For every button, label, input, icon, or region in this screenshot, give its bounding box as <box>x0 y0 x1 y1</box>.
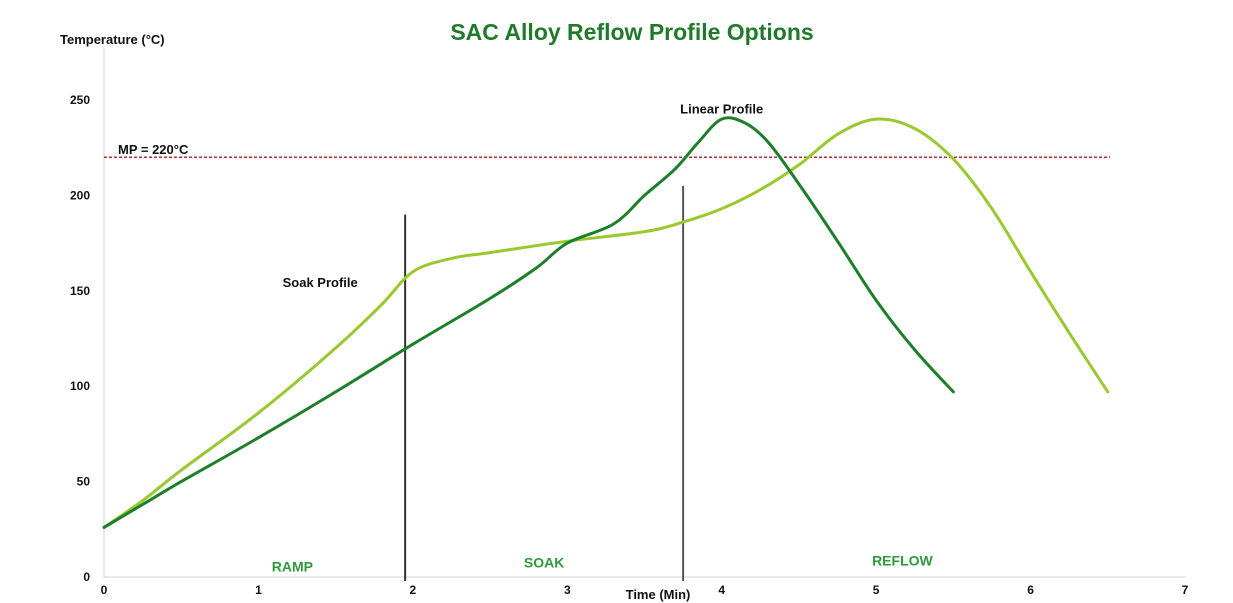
y-tick-label: 150 <box>70 284 90 298</box>
phase-divider-layer <box>404 185 685 581</box>
reference-line-layer: MP = 220°C <box>104 142 1110 158</box>
x-tick-label: 6 <box>1027 583 1034 597</box>
x-tick-label: 4 <box>718 583 725 597</box>
y-tick-label: 50 <box>77 475 91 489</box>
y-axis-title: Temperature (°C) <box>60 32 165 47</box>
x-tick-label: 2 <box>410 583 417 597</box>
x-tick-label: 7 <box>1182 583 1189 597</box>
y-tick-label: 100 <box>70 379 90 393</box>
melting-point-label: MP = 220°C <box>118 142 189 157</box>
phase-label: SOAK <box>524 554 564 570</box>
x-tick-label: 5 <box>873 583 880 597</box>
linear-profile-line <box>102 116 955 529</box>
x-tick-label: 1 <box>255 583 262 597</box>
x-tick-label: 0 <box>101 583 108 597</box>
x-axis-title: Time (Min) <box>626 587 691 602</box>
tick-layer: 0 50 100 150 200 250 0 1 2 3 4 5 6 7 <box>70 93 1189 597</box>
chart-title: SAC Alloy Reflow Profile Options <box>450 19 813 45</box>
soak-profile-line <box>102 117 1110 529</box>
y-tick-label: 200 <box>70 188 90 202</box>
phase-label: REFLOW <box>872 553 933 569</box>
phase-label: RAMP <box>272 558 313 574</box>
x-tick-label: 3 <box>564 583 571 597</box>
y-tick-label: 250 <box>70 93 90 107</box>
series-layer <box>102 116 1110 529</box>
curve-annotation: Soak Profile <box>283 275 358 290</box>
y-tick-label: 0 <box>83 570 90 584</box>
curve-annotation: Linear Profile <box>680 101 763 116</box>
annotation-layer: Linear Profile Soak Profile RAMP SOAK REFLOW <box>272 101 934 574</box>
